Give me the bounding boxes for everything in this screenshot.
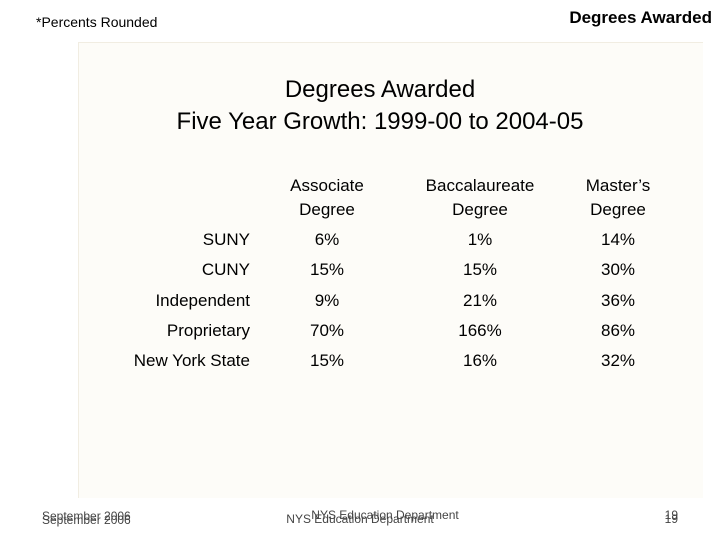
footer-org: NYS Education Department [286,512,434,526]
row-label: CUNY [201,260,250,280]
cell: 9% [314,290,340,310]
row-label: New York State [133,351,250,371]
cell: 86% [600,320,636,340]
cell: 32% [600,351,636,371]
cell: 16% [462,351,498,371]
footer-page: 19 [664,508,678,522]
row-label: SUNY [202,230,250,249]
column-header: Baccalaureate [425,176,535,195]
footer-page: 19 [664,512,678,526]
column-header: Degree [299,200,355,219]
cell: 6% [314,230,340,249]
slide-title: Degrees Awarded [284,76,476,103]
footer-org: NYS Education Department [311,508,459,522]
header-note: *Percents Rounded [36,14,158,30]
row-label: Proprietary [166,320,250,340]
column-header: Degree [590,200,646,219]
cell: 15% [309,351,345,371]
footer-date: September 2006 [42,509,131,523]
cell: 166% [458,320,502,340]
cell: 15% [462,260,498,280]
slide-subtitle: Five Year Growth: 1999-00 to 2004-05 [176,108,584,135]
cell: 30% [600,260,636,280]
cell: 70% [309,320,345,340]
row-label: Independent [155,290,250,310]
cell: 21% [462,290,498,310]
column-header: Associate [290,176,364,195]
cell: 1% [467,230,493,249]
content-panel [78,42,703,498]
cell: 36% [600,290,636,310]
header-title: Degrees Awarded [569,8,712,27]
cell: 15% [309,260,345,280]
cell: 14% [600,230,636,249]
column-header: Master’s [585,176,651,195]
footer-date: September 2006 [42,513,131,527]
column-header: Degree [452,200,508,219]
